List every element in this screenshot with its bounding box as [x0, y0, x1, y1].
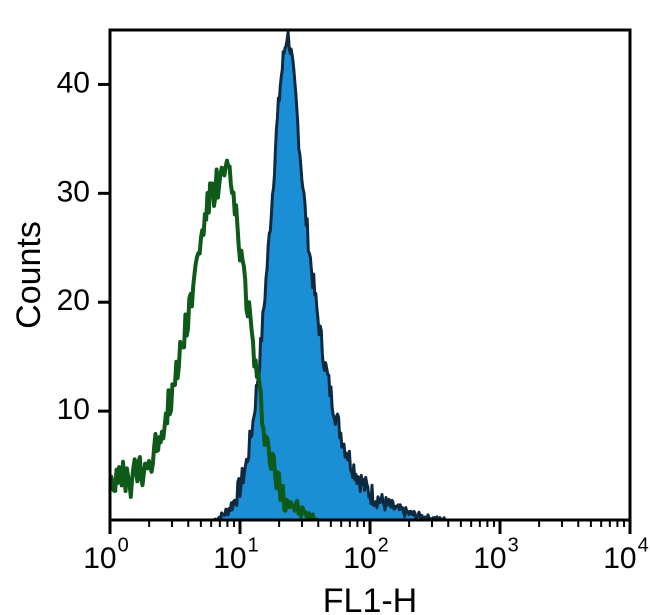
y-tick-label: 20	[57, 284, 90, 317]
y-axis-label: Counts	[10, 221, 48, 329]
flow-cytometry-chart: 10203040Counts100101102103104FL1-H	[0, 0, 650, 615]
y-tick-label: 40	[57, 66, 90, 99]
y-tick-label: 30	[57, 175, 90, 208]
x-axis-label: FL1-H	[323, 582, 417, 615]
y-tick-label: 10	[57, 393, 90, 426]
